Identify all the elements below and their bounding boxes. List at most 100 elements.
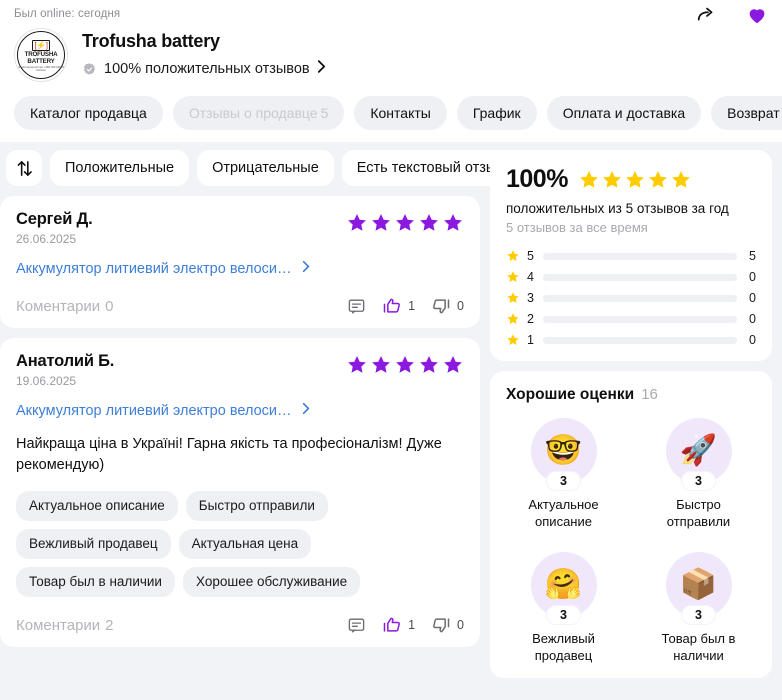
review-author-block: Сергей Д. 26.06.2025 bbox=[16, 210, 93, 246]
shop-row: [⚡] TROFUSHA BATTERY літієві акумулятори… bbox=[14, 20, 768, 94]
shop-info: Trofusha battery 100% положительных отзы… bbox=[82, 31, 326, 79]
rating-bar-value: 0 bbox=[749, 270, 756, 284]
logo-brand-line2: BATTERY bbox=[27, 57, 55, 65]
verified-badge-icon bbox=[82, 62, 97, 77]
review-tag-4[interactable]: Товар был в наличии bbox=[16, 567, 175, 597]
tab-0[interactable]: Каталог продавца bbox=[14, 96, 163, 130]
review-comments-count: 0 bbox=[105, 297, 114, 315]
tab-3[interactable]: График bbox=[456, 96, 537, 130]
review-tag-1[interactable]: Быстро отправили bbox=[185, 491, 328, 521]
tab-count: 5 bbox=[320, 105, 329, 121]
comment-icon[interactable] bbox=[347, 616, 366, 635]
review-header: Анатолий Б. 19.06.2025 bbox=[16, 352, 464, 388]
logo-ring bbox=[17, 31, 65, 79]
filter-chip-0[interactable]: Положительные bbox=[50, 150, 190, 186]
page-header: Был online: сегодня [⚡] TROFUSHA BATTERY… bbox=[0, 0, 782, 94]
review-tag-3[interactable]: Актуальная цена bbox=[178, 529, 312, 559]
positive-percent: 100% bbox=[506, 165, 568, 193]
good-rating-label: Товар был в наличии bbox=[661, 631, 736, 663]
review-tag-0[interactable]: Актуальное описание bbox=[16, 491, 178, 521]
good-rating-label: Актуальное описание bbox=[528, 497, 599, 529]
filter-chip-1[interactable]: Отрицательные bbox=[197, 150, 334, 186]
rating-bar-track bbox=[543, 252, 737, 260]
thumbs-up-icon[interactable]: 1 bbox=[382, 296, 415, 316]
good-ratings-count: 16 bbox=[641, 386, 658, 403]
shop-logo: [⚡] TROFUSHA BATTERY літієві акумулятори… bbox=[14, 28, 68, 82]
review-comments-link[interactable]: Коментарии 2 bbox=[16, 616, 114, 634]
review-author-name: Сергей Д. bbox=[16, 210, 93, 228]
heart-icon[interactable] bbox=[742, 0, 772, 30]
rocket-icon: 🚀 bbox=[665, 418, 732, 484]
thumbs-down-icon[interactable]: 0 bbox=[431, 296, 464, 316]
rating-bar-track bbox=[543, 315, 737, 323]
likes-count: 1 bbox=[408, 618, 416, 632]
good-rating-item[interactable]: 🤓 3 Актуальное описание bbox=[514, 418, 614, 530]
chevron-right-icon bbox=[302, 402, 310, 420]
good-rating-item[interactable]: 🚀 3 Быстро отправили bbox=[649, 418, 749, 530]
rating-bar-star-label: 1 bbox=[527, 333, 534, 347]
tab-1[interactable]: Отзывы о продавце 5 bbox=[172, 96, 345, 130]
review-footer: Коментарии 2 1 0 bbox=[16, 615, 464, 635]
rating-bar-value: 0 bbox=[749, 312, 756, 326]
rating-summary-link[interactable]: 100% положительных отзывов bbox=[82, 59, 326, 79]
share-icon[interactable] bbox=[692, 0, 722, 30]
rating-bar-value: 0 bbox=[749, 291, 756, 305]
review-text: Найкраща ціна в Україні! Гарна якість та… bbox=[16, 436, 442, 473]
logo-battery-mark: [⚡] bbox=[31, 40, 51, 52]
thumbs-up-icon[interactable]: 1 bbox=[382, 615, 415, 635]
reviews-column: Положительные Отрицательные Есть текстовый… bbox=[0, 150, 520, 690]
good-rating-item[interactable]: 📦 3 Товар был в наличии bbox=[649, 552, 749, 664]
good-rating-item[interactable]: 🤗 3 Вежливый продавец bbox=[514, 552, 614, 664]
filter-chip-2[interactable]: Есть текстовый отзыв bbox=[341, 150, 520, 186]
review-tag-2[interactable]: Вежливый продавец bbox=[16, 529, 171, 559]
seller-tabs: Каталог продавца Отзывы о продавце 5 Контак… bbox=[0, 94, 782, 142]
review-product-name: Аккумулятор литиевий электро велоси… bbox=[16, 403, 292, 419]
tab-2[interactable]: Контакты bbox=[354, 96, 447, 130]
comment-icon[interactable] bbox=[347, 297, 366, 316]
star-icon bbox=[506, 312, 520, 326]
tab-label: Оплата и доставка bbox=[562, 105, 686, 121]
tab-4[interactable]: Оплата и доставка bbox=[546, 96, 702, 130]
chevron-right-icon bbox=[317, 59, 326, 79]
review-product-link[interactable]: Аккумулятор литиевий электро велоси… bbox=[16, 260, 464, 278]
review-card: Анатолий Б. 19.06.2025 Аккумулятор литиеви… bbox=[0, 338, 480, 647]
rating-bar-value: 5 bbox=[749, 249, 756, 263]
tab-5[interactable]: Возврат и гар bbox=[711, 96, 782, 130]
logo-subtext: літієві акумулятори +380 000 00000 Ukrai… bbox=[17, 65, 65, 73]
star-icon bbox=[506, 270, 520, 284]
summary-column: 100% положительных из 5 отзывов за год 5… bbox=[490, 150, 782, 690]
good-rating-label: Быстро отправили bbox=[666, 497, 731, 529]
review-tags: Актуальное описание Быстро отправили Вежли… bbox=[16, 491, 464, 597]
rating-bar-track bbox=[543, 273, 737, 281]
tab-label: Контакты bbox=[370, 105, 431, 121]
overall-stars bbox=[578, 169, 692, 191]
review-product-link[interactable]: Аккумулятор литиевий электро велоси… bbox=[16, 402, 464, 420]
rating-bar-star-label: 4 bbox=[527, 270, 534, 284]
review-header: Сергей Д. 26.06.2025 bbox=[16, 210, 464, 246]
sort-arrows-icon[interactable] bbox=[6, 150, 42, 186]
review-date: 26.06.2025 bbox=[16, 232, 77, 246]
dislikes-count: 0 bbox=[457, 618, 464, 632]
review-tag-5[interactable]: Хорошее обслуживание bbox=[182, 567, 361, 597]
rating-subtitle-alltime: 5 отзывов за все время bbox=[506, 220, 648, 235]
rating-summary-panel: 100% положительных из 5 отзывов за год 5… bbox=[490, 150, 772, 361]
rating-bar-star-label: 2 bbox=[527, 312, 534, 326]
review-comments-link[interactable]: Коментарии 0 bbox=[16, 297, 114, 315]
header-actions bbox=[692, 0, 772, 30]
tab-label: Каталог продавца bbox=[30, 105, 147, 121]
rating-summary-text: 100% положительных отзывов bbox=[104, 61, 310, 77]
review-filters: Положительные Отрицательные Есть текстовый… bbox=[0, 150, 520, 186]
good-rating-count: 3 bbox=[681, 605, 716, 625]
review-footer: Коментарии 0 1 0 bbox=[16, 296, 464, 316]
thumbs-down-icon[interactable]: 0 bbox=[431, 615, 464, 635]
filter-chip-list: Положительные Отрицательные Есть текстовый… bbox=[50, 150, 520, 186]
chevron-right-icon bbox=[302, 260, 310, 278]
